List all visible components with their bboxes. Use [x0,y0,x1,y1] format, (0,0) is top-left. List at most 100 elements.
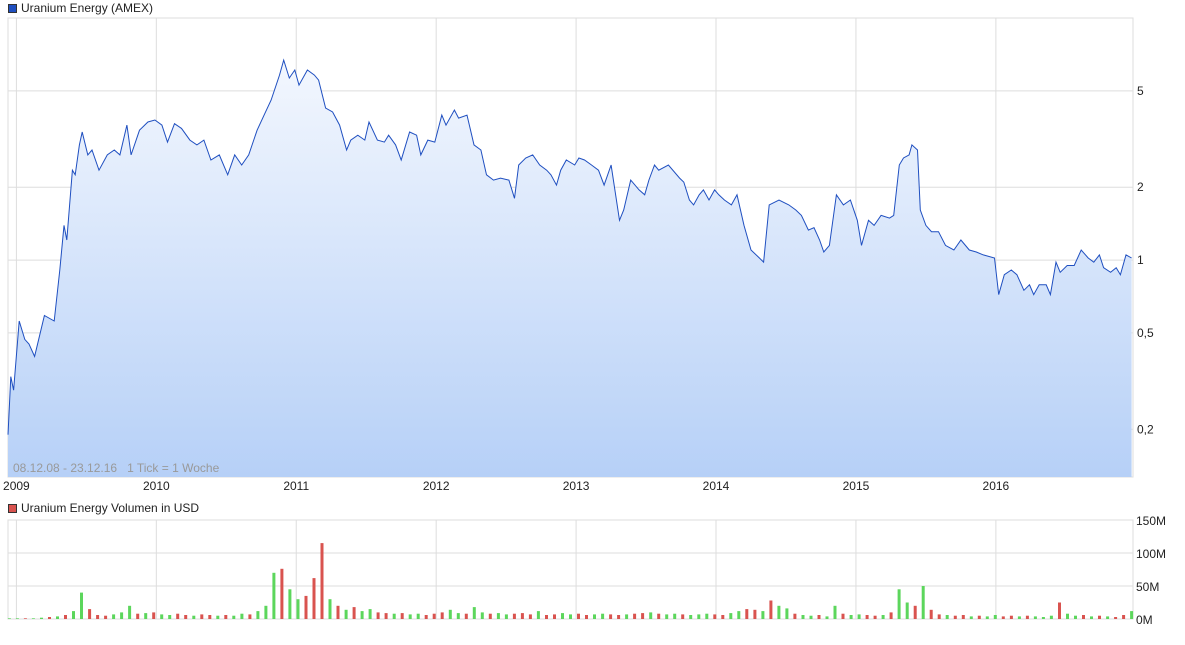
volume-bar [7,618,11,619]
volume-bar [817,615,821,619]
price-chart-title: Uranium Energy (AMEX) [21,1,154,15]
volume-bar [569,614,572,619]
volume-bar [945,615,949,619]
volume-bar [881,615,885,619]
volume-bar [961,615,965,619]
volume-bar [160,614,164,619]
volume-legend: Uranium Energy Volumen in USD [8,501,199,515]
volume-bar [641,613,645,619]
price-y-tick-label: 0,2 [1137,422,1154,436]
volume-bar [1130,611,1134,619]
volume-y-tick-label: 100M [1136,547,1166,561]
volume-bar [1001,616,1005,619]
volume-bar [1114,617,1118,619]
volume-bar [376,612,380,619]
volume-y-tick-label: 150M [1136,514,1166,528]
price-legend: Uranium Energy (AMEX) [8,1,153,15]
x-tick-label: 2011 [283,479,309,493]
volume-bar [400,613,404,619]
volume-bar [472,607,476,619]
volume-bar [104,615,108,619]
volume-bar [144,613,148,619]
volume-bar [416,613,420,619]
price-y-tick-label: 2 [1137,180,1144,194]
price-axes: 5 2 1 0,5 0,2 2009 2010 2011 2012 2013 2014 2015 201… [3,84,1154,493]
x-tick-label: 2015 [843,479,870,493]
volume-bar [737,611,741,619]
volume-bar [1098,615,1101,619]
volume-bar [72,611,75,619]
volume-bar [609,614,613,619]
volume-bar [344,609,348,619]
volume-bar [1122,615,1126,619]
volume-bar [689,615,693,619]
price-y-tick-label: 5 [1137,84,1144,98]
volume-bar [192,615,196,619]
price-line [7,58,1132,435]
volume-bar [120,612,124,619]
volume-bar [272,572,276,619]
volume-bar [216,615,220,619]
volume-bar [304,595,308,619]
volume-bar [665,614,669,619]
volume-bar [456,613,460,619]
volume-bar [929,609,933,619]
volume-bar [320,543,324,619]
volume-bar [745,609,749,619]
volume-bar [673,613,677,619]
volume-bar [985,616,989,619]
volume-bar [368,609,372,619]
volume-bar [865,615,869,619]
volume-bar [681,614,685,619]
volume-bar [408,614,412,619]
volume-bar [849,615,853,619]
volume-bar [1106,616,1110,619]
volume-bar [31,618,35,619]
volume-bar [40,617,43,619]
volume-bar [80,592,83,619]
volume-bar [633,613,637,619]
volume-bar [649,612,653,619]
volume-bar [561,613,564,619]
volume-bar [1049,615,1053,619]
volume-bar [280,568,284,619]
volume-bar [809,615,813,619]
volume-bar [56,616,59,619]
volume-bar [352,607,356,619]
date-range-info: 08.12.08 - 23.12.16 1 Tick = 1 Woche [13,461,220,475]
volume-bar [793,613,797,619]
volume-bar [360,611,364,619]
volume-bar [168,615,172,619]
volume-bar [857,614,861,619]
volume-bar [480,612,484,619]
volume-bar [496,613,500,619]
volume-bar [23,618,27,619]
volume-bar [993,615,997,619]
volume-bar [721,615,725,619]
volume-bar [520,613,524,619]
volume-bar [1025,615,1029,619]
volume-bar [1090,616,1093,619]
volume-bar [312,578,316,619]
volume-bar [512,613,516,619]
volume-bar [713,614,717,619]
volume-bar [432,613,436,619]
volume-bar [392,613,396,619]
volume-bar [937,614,941,619]
volume-bar [897,589,901,619]
volume-bar [977,615,981,619]
volume-bar [705,613,709,619]
volume-bar [136,613,140,619]
volume-bars [7,543,1134,619]
volume-bar [617,615,621,619]
volume-bar [625,614,629,619]
volume-y-tick-label: 50M [1136,580,1159,594]
volume-bar [785,608,789,619]
price-y-tick-label: 1 [1137,253,1144,267]
volume-bar [553,614,556,619]
volume-bar [200,614,204,619]
volume-bar [112,614,116,619]
volume-bar [240,613,244,619]
volume-bar [504,614,508,619]
x-tick-label: 2016 [983,479,1010,493]
